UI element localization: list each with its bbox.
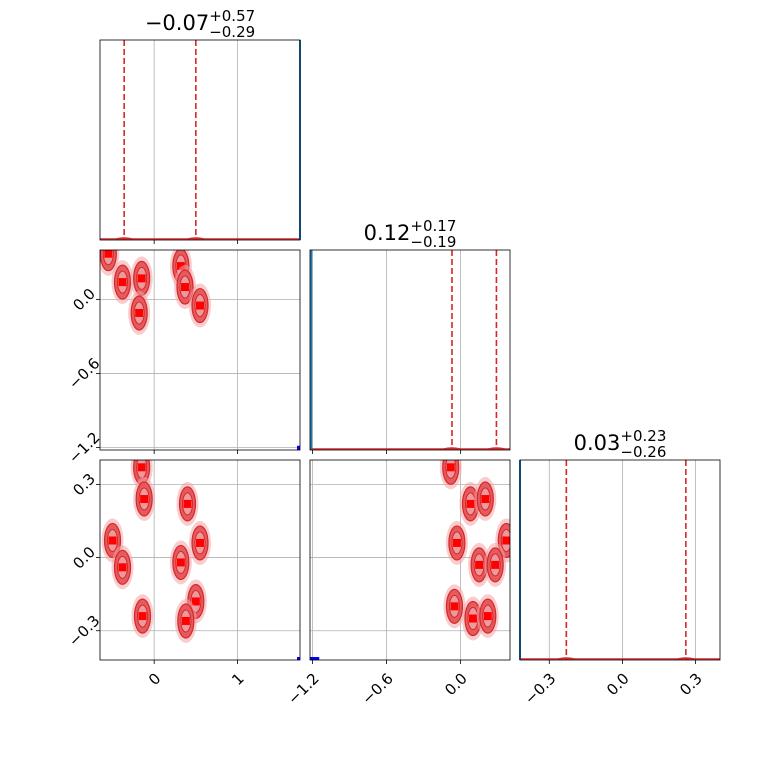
truth-marker xyxy=(313,657,320,660)
panel-title: −0.07+0.57 xyxy=(145,7,255,35)
x-tick-label: 0.0 xyxy=(441,670,471,700)
x-tick-label: −0.6 xyxy=(358,670,396,708)
cluster-peak xyxy=(135,308,144,317)
cluster-peak xyxy=(191,597,200,606)
cluster-peak xyxy=(181,616,190,625)
x-tick-label: 0.0 xyxy=(603,670,633,700)
cluster-peak xyxy=(481,495,490,504)
cluster-peak xyxy=(137,274,146,283)
truth-marker xyxy=(310,657,315,660)
cluster-peak xyxy=(137,463,146,472)
cluster-peak xyxy=(196,538,204,547)
cluster-peak xyxy=(140,495,149,504)
cluster-peak xyxy=(118,278,127,287)
hist-panel-2 xyxy=(519,459,721,661)
cluster-peak xyxy=(183,499,192,508)
cluster-peak xyxy=(452,538,461,547)
cluster-peak xyxy=(104,250,113,258)
cluster-peak xyxy=(466,499,475,508)
hist-panel-0 xyxy=(99,39,301,241)
cluster-peak xyxy=(118,563,127,572)
cluster-peak xyxy=(483,612,492,621)
cluster-peak xyxy=(176,262,185,271)
cluster-peak xyxy=(468,614,477,623)
y-tick-label: 0.0 xyxy=(69,543,99,573)
cluster-peak xyxy=(138,612,147,621)
panel-frame xyxy=(99,249,301,451)
cluster-peak xyxy=(502,536,510,545)
x-tick-label: 1 xyxy=(228,670,247,689)
truth-marker xyxy=(297,657,300,660)
panel-frame xyxy=(99,459,301,661)
panel-frame xyxy=(519,459,721,661)
panel-frame xyxy=(99,39,301,241)
truth-marker xyxy=(297,445,300,450)
cluster-peak xyxy=(475,560,484,569)
scatter-panel-2-0 xyxy=(99,459,301,661)
scatter-panel-2-1 xyxy=(309,459,511,661)
cluster-peak xyxy=(491,560,500,569)
panel-title: 0.03+0.23 xyxy=(574,427,667,455)
panel-frame xyxy=(309,459,511,661)
x-tick-label: −1.2 xyxy=(284,670,322,708)
cluster-peak xyxy=(181,283,189,292)
cluster-peak xyxy=(446,463,455,472)
cluster-peak xyxy=(176,558,185,567)
x-tick-label: 0 xyxy=(145,670,164,689)
y-tick-label: 0.0 xyxy=(69,285,99,315)
panel-title-minus: −0.29 xyxy=(209,23,255,41)
x-tick-label: 0.3 xyxy=(676,670,706,700)
cluster-peak xyxy=(450,602,459,611)
y-tick-label: 0.3 xyxy=(69,470,99,500)
panel-frame xyxy=(309,249,511,451)
cluster-peak xyxy=(196,301,204,310)
cluster-peak xyxy=(108,536,117,545)
panel-title-minus: −0.26 xyxy=(620,443,666,461)
scatter-panel-1-0 xyxy=(99,249,301,451)
panel-title-minus: −0.19 xyxy=(410,233,456,251)
x-tick-label: −0.3 xyxy=(521,670,559,708)
hist-panel-1 xyxy=(309,249,511,451)
panel-title: 0.12+0.17 xyxy=(364,217,457,245)
